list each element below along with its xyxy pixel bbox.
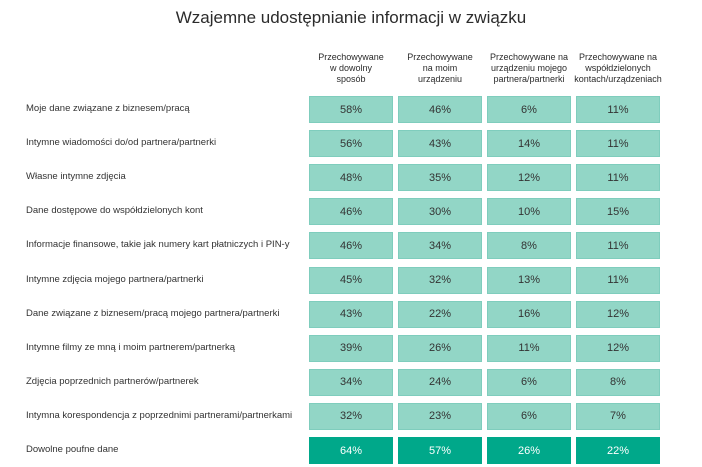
chart-title: Wzajemne udostępnianie informacji w zwią… [175,8,527,27]
column-header-line: urządzeniu [417,74,463,84]
table-cell: 43% [309,300,393,328]
row-label: Własne intymne zdjęcia [26,171,126,183]
table-cell: 8% [487,232,571,260]
column-header-4: Przechowywane na współdzielonych kontach/u… [573,52,663,85]
table-cell: 57% [398,437,482,464]
table-cell: 30% [398,198,482,226]
table-cell: 11% [576,164,660,192]
table-cell: 12% [576,300,660,328]
table-cell: 32% [398,266,482,294]
table-cell: 46% [309,232,393,260]
table-cell: 12% [576,334,660,362]
column-header-2: Przechowywane na moim urządzeniu [395,52,485,85]
column-header-line: w dowolny [329,63,373,73]
table-cell: 26% [487,437,571,464]
table-cell: 8% [576,368,660,396]
column-header-line: Przechowywane [407,52,473,62]
table-cell: 12% [487,164,571,192]
table-cell: 64% [309,437,393,464]
table-cell: 45% [309,266,393,294]
column-header-line: współdzielonych [585,63,651,73]
table-cell: 22% [398,300,482,328]
row-label: Dane związane z biznesem/pracą mojego pa… [26,307,280,319]
column-header-1: Przechowywane w dowolny sposób [306,52,396,85]
row-label: Zdjęcia poprzednich partnerów/partnerek [26,375,199,387]
column-header-line: Przechowywane na [578,52,658,62]
table-cell: 35% [398,164,482,192]
table-cell: 43% [398,130,482,158]
table-cell: 48% [309,164,393,192]
table-cell: 15% [576,198,660,226]
table-cell: 46% [398,96,482,123]
table-cell: 39% [309,334,393,362]
table-cell: 13% [487,266,571,294]
table-cell: 23% [398,402,482,430]
column-header-3: Przechowywane na urządzeniu mojego partner… [484,52,574,85]
table-cell: 22% [576,437,660,464]
row-label: Dane dostępowe do współdzielonych kont [26,205,203,217]
table-cell: 16% [487,300,571,328]
column-header-line: na moim [422,63,458,73]
table-cell: 11% [576,232,660,260]
row-label: Intymna korespondencja z poprzednimi par… [26,409,293,421]
table-cell: 11% [576,96,660,123]
table-cell: 7% [576,402,660,430]
column-header-line: sposób [336,74,366,84]
row-label: Intymne filmy ze mną i moim partnerem/pa… [26,341,236,353]
table-cell: 11% [576,266,660,294]
table-cell: 34% [309,368,393,396]
row-label: Informacje finansowe, takie jak numery k… [26,239,290,251]
table-cell: 46% [309,198,393,226]
table-cell: 11% [576,130,660,158]
column-header-line: Przechowywane [318,52,384,62]
column-header-line: kontach/urządzeniach [574,74,662,84]
table-cell: 11% [487,334,571,362]
table-cell: 10% [487,198,571,226]
table-cell: 32% [309,402,393,430]
table-cell: 34% [398,232,482,260]
column-header-line: urządzeniu mojego [490,63,568,73]
row-label: Dowolne poufne dane [26,444,119,455]
table-cell: 6% [487,368,571,396]
table-cell: 24% [398,368,482,396]
row-label: Moje dane związane z biznesem/pracą [26,103,190,114]
column-header-line: partnera/partnerki [493,74,565,84]
column-header-line: Przechowywane na [489,52,569,62]
table-cell: 56% [309,130,393,158]
row-label: Intymne zdjęcia mojego partnera/partnerk… [26,273,204,285]
table-cell: 26% [398,334,482,362]
table-cell: 14% [487,130,571,158]
row-label: Intymne wiadomości do/od partnera/partne… [26,137,217,149]
table-cell: 58% [309,96,393,123]
table-cell: 6% [487,96,571,123]
table-cell: 6% [487,402,571,430]
